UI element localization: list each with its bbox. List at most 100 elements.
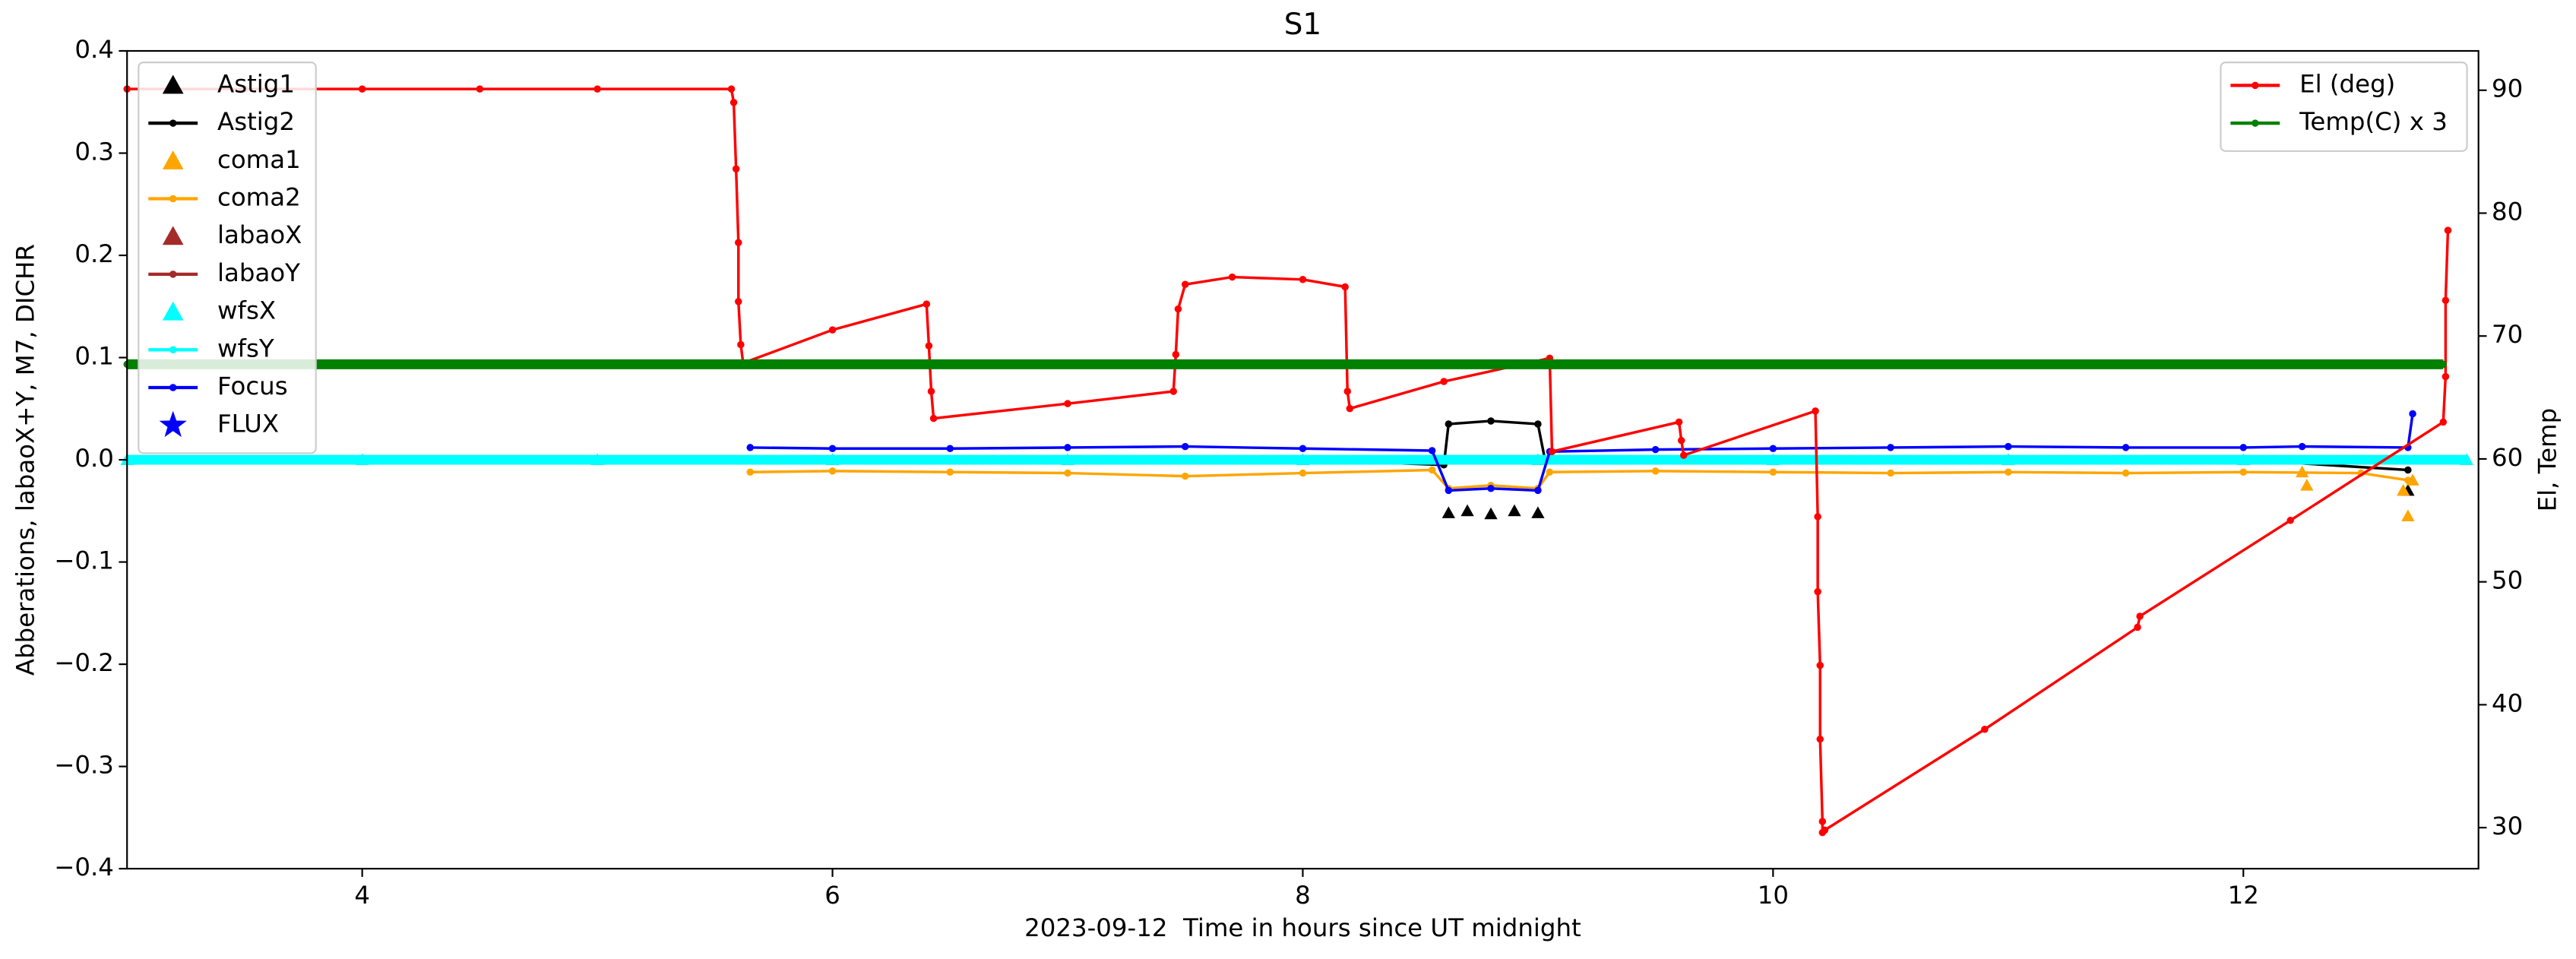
marker bbox=[1228, 273, 1236, 281]
y-tick-label: −0.1 bbox=[54, 546, 114, 575]
marker bbox=[2286, 517, 2294, 524]
marker bbox=[735, 298, 742, 305]
marker bbox=[927, 388, 935, 395]
marker bbox=[1677, 436, 1685, 445]
marker bbox=[746, 468, 754, 476]
legend-label: FLUX bbox=[217, 410, 279, 438]
marker bbox=[593, 85, 601, 93]
y2-tick-label: 70 bbox=[2492, 320, 2523, 349]
x-tick-label: 4 bbox=[354, 881, 370, 910]
marker bbox=[1343, 388, 1351, 395]
marker bbox=[162, 150, 184, 169]
marker bbox=[929, 414, 938, 423]
marker bbox=[1428, 447, 1436, 454]
marker bbox=[946, 468, 954, 476]
y-tick-label: 0.3 bbox=[74, 138, 114, 166]
marker bbox=[732, 165, 740, 173]
marker bbox=[169, 195, 177, 203]
x-tick-label: 8 bbox=[1295, 881, 1311, 910]
legend-label: labaoX bbox=[217, 220, 302, 249]
plot-area bbox=[120, 85, 2473, 837]
legend-label: Astig2 bbox=[217, 107, 295, 136]
marker bbox=[1651, 445, 1660, 454]
y2-tick-label: 40 bbox=[2492, 688, 2523, 717]
y2-tick-label: 90 bbox=[2492, 74, 2523, 103]
x-tick-label: 12 bbox=[2228, 881, 2259, 910]
marker bbox=[1428, 466, 1436, 474]
legend: Astig1 Astig2 coma1 coma2 labaoX labaoY wfsX wf… bbox=[138, 62, 2468, 454]
marker bbox=[1445, 486, 1453, 495]
y2-tick-label: 80 bbox=[2492, 197, 2523, 226]
marker bbox=[2442, 296, 2450, 305]
marker bbox=[1534, 486, 1542, 495]
marker bbox=[1181, 472, 1189, 480]
legend-label: labaoY bbox=[217, 258, 300, 287]
x-axis-label: 2023-09-12 Time in hours since UT midnig… bbox=[1024, 913, 1581, 942]
marker bbox=[169, 271, 177, 278]
marker bbox=[828, 445, 837, 453]
marker bbox=[1487, 484, 1495, 492]
marker bbox=[1675, 418, 1683, 426]
marker bbox=[159, 410, 187, 438]
legend-label: wfsY bbox=[217, 334, 274, 362]
marker bbox=[1534, 420, 1542, 428]
marker bbox=[1440, 378, 1448, 385]
marker bbox=[729, 99, 738, 106]
y-tick-label: 0.4 bbox=[74, 35, 114, 64]
legend-label: wfsX bbox=[217, 296, 276, 325]
marker bbox=[1441, 506, 1455, 518]
marker bbox=[1181, 442, 1189, 451]
marker bbox=[1651, 467, 1660, 475]
marker bbox=[1546, 468, 1554, 476]
y-tick-label: 0.2 bbox=[74, 239, 114, 268]
marker bbox=[162, 74, 184, 94]
marker bbox=[2300, 479, 2314, 491]
marker bbox=[2005, 468, 2012, 476]
chart-title: S1 bbox=[1284, 8, 1321, 42]
marker bbox=[2005, 442, 2012, 451]
marker bbox=[1548, 448, 1556, 455]
marker bbox=[1341, 283, 1349, 291]
y2-tick-label: 50 bbox=[2492, 566, 2523, 595]
marker bbox=[1887, 469, 1894, 477]
marker bbox=[1508, 504, 1521, 517]
marker bbox=[169, 346, 177, 354]
marker bbox=[2401, 509, 2415, 521]
y-tick-label: 0.0 bbox=[74, 444, 114, 473]
marker bbox=[169, 384, 177, 391]
marker bbox=[2252, 119, 2259, 127]
marker bbox=[2439, 360, 2448, 369]
marker bbox=[946, 445, 954, 453]
marker bbox=[2136, 612, 2144, 620]
marker bbox=[476, 85, 484, 93]
marker bbox=[2298, 442, 2306, 451]
marker bbox=[1816, 661, 1824, 669]
marker bbox=[746, 444, 754, 451]
marker bbox=[2239, 444, 2248, 451]
marker bbox=[1064, 444, 1071, 451]
marker bbox=[1299, 445, 1307, 453]
marker bbox=[2439, 418, 2448, 426]
marker bbox=[1445, 420, 1453, 428]
x-tick-label: 10 bbox=[1758, 881, 1789, 910]
marker bbox=[2409, 410, 2416, 418]
marker bbox=[2252, 81, 2259, 90]
marker bbox=[2463, 456, 2470, 464]
y2-tick-label: 30 bbox=[2492, 812, 2523, 840]
marker bbox=[922, 300, 931, 308]
marker bbox=[925, 342, 933, 350]
y2-axis-label: El, Temp bbox=[2533, 408, 2562, 511]
marker bbox=[2404, 466, 2412, 474]
marker bbox=[1169, 388, 1178, 395]
marker bbox=[1816, 735, 1824, 743]
marker bbox=[1172, 350, 1180, 359]
marker bbox=[1064, 469, 1071, 477]
y-tick-label: −0.3 bbox=[54, 751, 114, 780]
marker bbox=[1484, 507, 1498, 520]
marker bbox=[2444, 226, 2452, 234]
marker bbox=[1346, 404, 1354, 413]
legend-label: Temp(C) x 3 bbox=[2299, 107, 2448, 136]
y2-tick-label: 60 bbox=[2492, 443, 2523, 472]
marker bbox=[1821, 826, 1829, 834]
